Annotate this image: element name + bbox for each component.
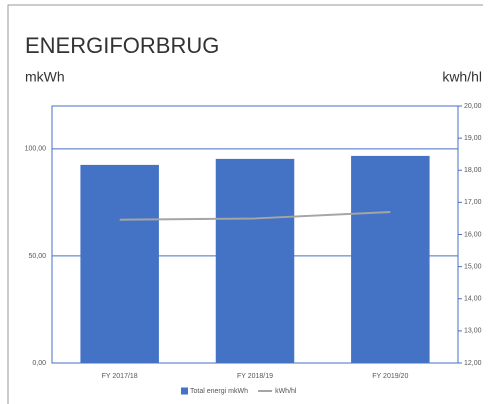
y2-tick-label: 20,00 <box>464 103 482 110</box>
frame <box>7 4 483 404</box>
y-tick-label: 100,00 <box>25 146 47 153</box>
y2-tick-label: 17,00 <box>464 199 482 206</box>
legend-swatch <box>181 387 188 395</box>
y-tick-label: 0,00 <box>32 360 46 367</box>
y2-tick-label: 15,00 <box>464 263 482 270</box>
y2-tick-label: 19,00 <box>464 135 482 142</box>
x-tick-label: FY 2019/20 <box>372 373 408 380</box>
line-series <box>119 211 391 221</box>
y2-tick-label: 16,00 <box>464 231 482 238</box>
legend-label: kWh/hl <box>275 388 297 395</box>
y2-tick-label: 14,00 <box>464 296 482 303</box>
x-tick-label: FY 2018/19 <box>237 373 273 380</box>
y2-tick-label: 18,00 <box>464 167 482 174</box>
x-tick-label: FY 2017/18 <box>102 373 138 380</box>
y-axis-label: mkWh <box>25 69 65 85</box>
y2-tick-label: 12,00 <box>464 360 482 367</box>
y2-tick-label: 13,00 <box>464 328 482 335</box>
legend-label: Total energi mkWh <box>190 388 248 395</box>
y-tick-label: 50,00 <box>28 253 46 260</box>
chart-title: ENERGIFORBRUG <box>25 33 219 58</box>
bar <box>215 158 295 363</box>
y2-axis-label: kwh/hl <box>442 69 482 85</box>
bar <box>80 164 159 363</box>
bar <box>351 155 430 363</box>
